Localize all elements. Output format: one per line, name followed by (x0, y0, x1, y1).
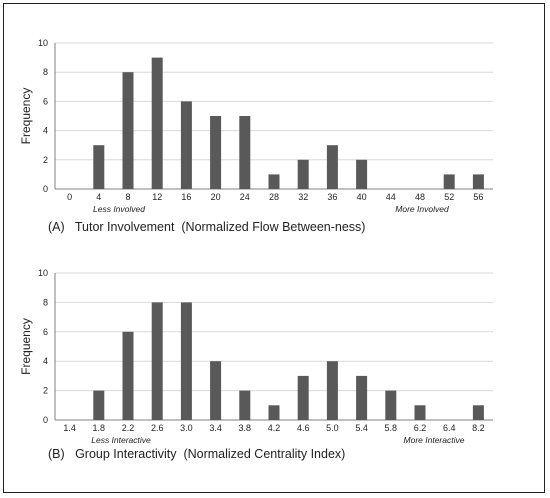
y-tick-label: 6 (43, 327, 48, 337)
x-tick-label: 36 (327, 192, 337, 202)
y-tick-label: 6 (43, 96, 48, 106)
annotation-left: Less Interactive (91, 435, 151, 445)
x-tick-label: 48 (415, 192, 425, 202)
bar (356, 375, 368, 420)
x-tick-label: 6.2 (414, 423, 427, 433)
x-tick-label: 2.2 (122, 423, 135, 433)
bar (414, 405, 426, 420)
bar (385, 390, 397, 420)
bar (268, 174, 280, 189)
bar (356, 159, 368, 189)
x-tick-label: 40 (357, 192, 367, 202)
x-tick-label: 5.4 (355, 423, 368, 433)
y-tick-label: 4 (43, 356, 48, 366)
annotation-left: Less Involved (93, 204, 145, 214)
x-tick-label: 3.8 (239, 423, 252, 433)
y-tick-label: 0 (43, 184, 48, 194)
bar (93, 145, 105, 189)
y-tick-label: 10 (38, 268, 48, 278)
bar (268, 405, 280, 420)
x-tick-label: 16 (181, 192, 191, 202)
x-tick-label: 56 (473, 192, 483, 202)
x-tick-label: 4.6 (297, 423, 310, 433)
x-tick-label: 3.4 (209, 423, 222, 433)
y-tick-label: 2 (43, 386, 48, 396)
x-tick-label: 52 (444, 192, 454, 202)
bar (443, 174, 455, 189)
y-tick-label: 0 (43, 415, 48, 425)
bar (326, 361, 338, 420)
bar (239, 390, 251, 420)
bar (180, 101, 192, 189)
y-tick-label: 10 (38, 38, 48, 48)
bar (297, 159, 309, 189)
y-tick-label: 8 (43, 297, 48, 307)
bar (210, 361, 222, 420)
bar (180, 302, 192, 420)
bar (297, 375, 309, 420)
bar (122, 331, 134, 420)
annotation-right: More Interactive (404, 435, 465, 445)
x-tick-label: 1.8 (93, 423, 106, 433)
x-tick-label: 28 (269, 192, 279, 202)
y-axis-title: Frequency (19, 88, 33, 145)
x-tick-label: 6.4 (443, 423, 456, 433)
bar (239, 116, 251, 189)
x-tick-label: 4.2 (268, 423, 281, 433)
x-tick-label: 0 (67, 192, 72, 202)
x-tick-label: 24 (240, 192, 250, 202)
chart-b: 0 2 4 6 8 10 1.4 1.8 2.2 2.6 3.0 3.4 3.8 4.2 4.6 5.0 5.4… (19, 268, 493, 461)
bar (151, 57, 163, 189)
bar (122, 72, 134, 189)
x-tick-label: 12 (152, 192, 162, 202)
x-tick-label: 1.4 (63, 423, 76, 433)
y-tick-label: 4 (43, 126, 48, 136)
bar (326, 145, 338, 189)
x-tick-label: 44 (386, 192, 396, 202)
x-tick-label: 8 (125, 192, 130, 202)
y-tick-label: 2 (43, 155, 48, 165)
x-tick-label: 5.8 (385, 423, 398, 433)
x-tick-label: 5.0 (326, 423, 339, 433)
bar (210, 116, 222, 189)
bar (472, 174, 484, 189)
x-tick-label: 32 (298, 192, 308, 202)
annotation-right: More Involved (395, 204, 449, 214)
x-tick-label: 20 (211, 192, 221, 202)
bar (93, 390, 105, 420)
y-tick-label: 8 (43, 67, 48, 77)
bar (151, 302, 163, 420)
bar (472, 405, 484, 420)
x-tick-label: 2.6 (151, 423, 164, 433)
x-tick-label: 8.2 (472, 423, 485, 433)
chart-caption: (B) Group Interactivity (Normalized Cent… (48, 447, 345, 461)
chart-caption: (A) Tutor Involvement (Normalized Flow B… (48, 220, 365, 234)
y-axis-title: Frequency (19, 318, 33, 375)
x-tick-label: 3.0 (180, 423, 193, 433)
x-tick-label: 4 (96, 192, 101, 202)
